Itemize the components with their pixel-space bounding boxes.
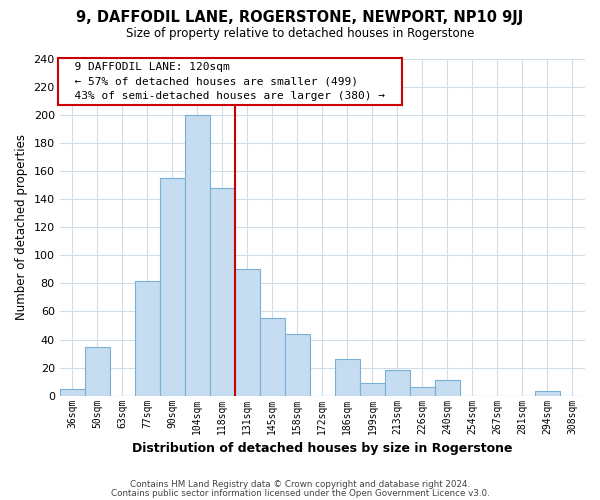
Y-axis label: Number of detached properties: Number of detached properties (15, 134, 28, 320)
Bar (160, 178, 185, 396)
Text: Contains HM Land Registry data © Crown copyright and database right 2024.: Contains HM Land Registry data © Crown c… (130, 480, 470, 489)
Text: 9, DAFFODIL LANE, ROGERSTONE, NEWPORT, NP10 9JJ: 9, DAFFODIL LANE, ROGERSTONE, NEWPORT, N… (76, 10, 524, 25)
X-axis label: Distribution of detached houses by size in Rogerstone: Distribution of detached houses by size … (132, 442, 512, 455)
Text: Size of property relative to detached houses in Rogerstone: Size of property relative to detached ho… (126, 28, 474, 40)
Bar (335, 359, 360, 396)
Bar (59, 388, 85, 396)
Bar (535, 392, 560, 396)
Bar (260, 318, 285, 396)
Bar (85, 346, 110, 396)
Text: 9 DAFFODIL LANE: 120sqm
  ← 57% of detached houses are smaller (499)
  43% of se: 9 DAFFODIL LANE: 120sqm ← 57% of detache… (61, 62, 398, 102)
Bar (210, 188, 235, 396)
Bar (135, 280, 160, 396)
Bar (235, 270, 260, 396)
Bar (410, 387, 435, 396)
Bar (185, 115, 210, 396)
Bar (360, 383, 385, 396)
Bar (285, 334, 310, 396)
Text: Contains public sector information licensed under the Open Government Licence v3: Contains public sector information licen… (110, 488, 490, 498)
Bar (435, 380, 460, 396)
Bar (385, 370, 410, 396)
